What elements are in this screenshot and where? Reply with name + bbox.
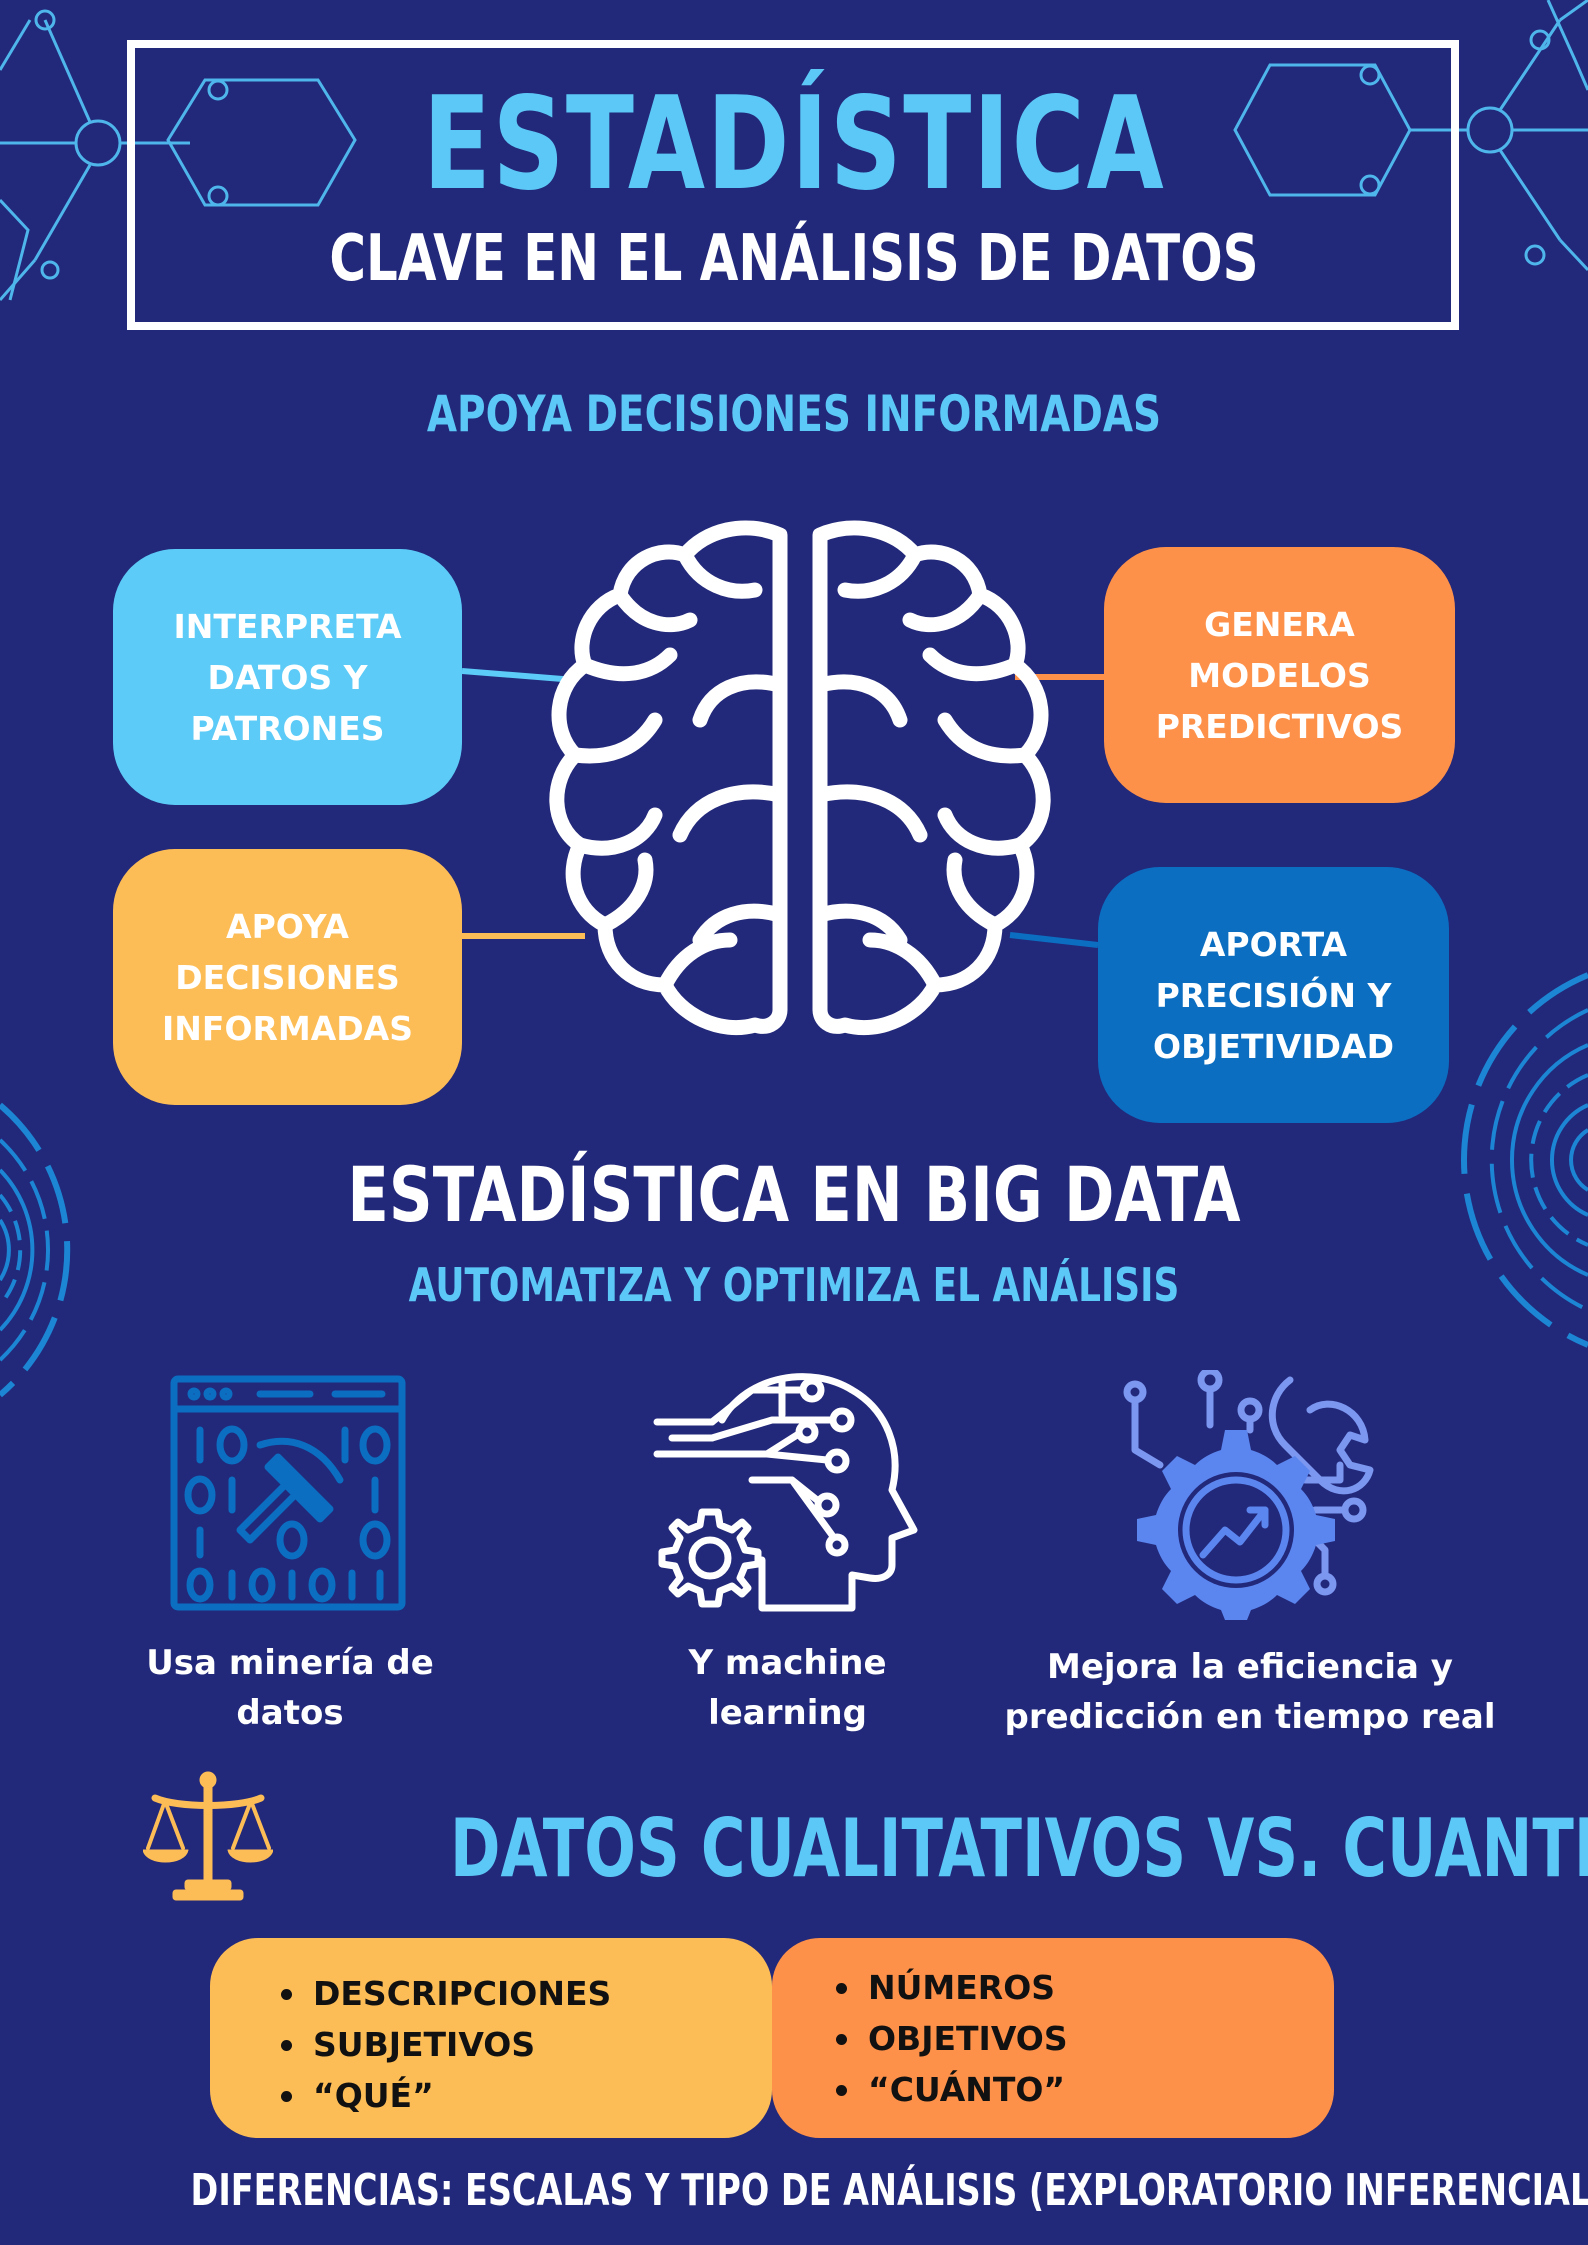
quantitative-list: NÚMEROS OBJETIVOS “CUÁNTO” <box>830 1962 1068 2115</box>
ai-head-icon <box>653 1373 918 1612</box>
pill-line: PATRONES <box>190 708 385 748</box>
hexagon-icon <box>166 78 357 207</box>
qualitative-box <box>210 1938 772 2138</box>
caption-machine-learning: Y machine learning <box>620 1638 955 1738</box>
pill-line: DECISIONES <box>175 957 400 997</box>
pill-line: PREDICTIVOS <box>1155 706 1404 746</box>
page-subtitle: CLAVE EN EL ANÁLISIS DE DATOS <box>329 222 1259 296</box>
caption-line: predicción en tiempo real <box>1004 1697 1496 1737</box>
list-item: “CUÁNTO” <box>830 2064 1068 2115</box>
pill-apoya: APOYA DECISIONES INFORMADAS <box>113 849 462 1105</box>
list-item: “QUÉ” <box>275 2070 611 2121</box>
caption-line: Y machine <box>688 1643 887 1683</box>
scales-icon <box>143 1771 273 1901</box>
qualitative-list: DESCRIPCIONES SUBJETIVOS “QUÉ” <box>275 1968 611 2121</box>
section-title-comparison: DATOS CUALITATIVOS VS. CUANTITATIVOS <box>450 1802 1588 1895</box>
caption-line: learning <box>708 1693 867 1733</box>
pill-line: OBJETIVIDAD <box>1153 1026 1394 1066</box>
data-mining-icon <box>170 1375 406 1611</box>
gear-wrench-icon <box>1123 1370 1374 1620</box>
pill-genera: GENERA MODELOS PREDICTIVOS <box>1104 547 1455 803</box>
caption-line: datos <box>236 1693 344 1733</box>
pill-line: APORTA <box>1199 924 1348 964</box>
pill-line: INTERPRETA <box>173 606 402 646</box>
pill-line: PRECISIÓN Y <box>1155 975 1392 1015</box>
hexagon-icon <box>1233 63 1412 197</box>
pill-line: GENERA <box>1204 604 1355 644</box>
pill-line: MODELOS <box>1188 655 1371 695</box>
title-frame <box>127 40 1459 330</box>
brain-icon <box>549 520 1051 1036</box>
footer-note: DIFERENCIAS: ESCALAS Y TIPO DE ANÁLISIS … <box>190 2165 1588 2216</box>
pill-line: APOYA <box>226 906 349 946</box>
pill-line: DATOS Y <box>207 657 368 697</box>
caption-efficiency: Mejora la eficiencia y predicción en tie… <box>990 1642 1510 1742</box>
section-title-big-data: ESTADÍSTICA EN BIG DATA <box>347 1150 1241 1239</box>
pill-interpreta: INTERPRETA DATOS Y PATRONES <box>113 549 462 805</box>
section-subtitle-big-data: AUTOMATIZA Y OPTIMIZA EL ANÁLISIS <box>408 1258 1180 1312</box>
pill-line: INFORMADAS <box>162 1008 413 1048</box>
quantitative-box <box>772 1938 1334 2138</box>
caption-line: Usa minería de <box>146 1643 434 1683</box>
page-title: ESTADÍSTICA <box>422 70 1166 219</box>
list-item: SUBJETIVOS <box>275 2019 611 2070</box>
list-item: DESCRIPCIONES <box>275 1968 611 2019</box>
tagline: APOYA DECISIONES INFORMADAS <box>426 385 1162 443</box>
list-item: NÚMEROS <box>830 1962 1068 2013</box>
pill-aporta: APORTA PRECISIÓN Y OBJETIVIDAD <box>1098 867 1449 1123</box>
list-item: OBJETIVOS <box>830 2013 1068 2064</box>
caption-line: Mejora la eficiencia y <box>1047 1647 1453 1687</box>
caption-data-mining: Usa minería de datos <box>110 1638 470 1738</box>
